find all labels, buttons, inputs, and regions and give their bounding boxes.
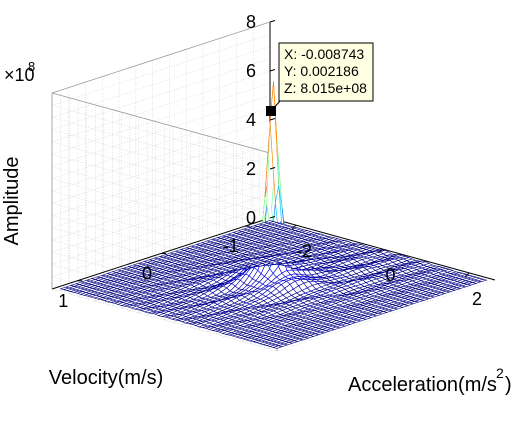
z-tick-mark <box>269 69 276 72</box>
z-tick-label: 8 <box>246 12 256 32</box>
left-wall-grid-line-z <box>51 70 271 143</box>
z-tick-label: 4 <box>246 110 256 130</box>
left-wall-grid-line-z <box>51 107 271 180</box>
x-axis-label-main: Acceleration(m/s <box>348 374 497 396</box>
left-wall-grid-line-z <box>51 132 271 204</box>
tick-labels: 0 2 4 6 8 -2 0 2 -1 0 1 <box>58 12 482 311</box>
left-wall-grid-line-z <box>51 95 271 167</box>
left-wall-grid-line-z <box>51 193 271 265</box>
z-tick-label: 0 <box>246 208 256 228</box>
data-tip-marker <box>266 106 276 116</box>
x-axis-label: Acceleration(m/s 2 ) <box>348 365 512 396</box>
z-axis-label: Amplitude <box>1 157 23 246</box>
data-tip-box <box>278 42 374 102</box>
x-tick-label: 2 <box>472 289 482 309</box>
z-tick-mark <box>269 118 276 121</box>
data-tip-y: Y: 0.002186 <box>284 63 359 79</box>
data-tip[interactable]: X: -0.008743 Y: 0.002186 Z: 8.015e+08 <box>266 42 374 116</box>
x-axis-label-close: ) <box>505 374 512 396</box>
top-edge-line <box>51 92 278 156</box>
left-wall-grid-line-z <box>51 58 271 131</box>
y-tick-label: 1 <box>58 291 68 311</box>
z-exponent: ×10 8 <box>4 59 35 85</box>
left-wall-grid-line-z <box>51 46 271 118</box>
x-tick-mark <box>464 272 470 278</box>
left-wall-grid-line-z <box>51 144 271 216</box>
surface-cell <box>476 278 488 283</box>
z-tick-mark <box>269 216 276 219</box>
x-tick-mark <box>378 248 383 254</box>
left-wall-grid-line-z <box>51 34 271 106</box>
z-exponent-power: 8 <box>28 59 35 74</box>
x-tick-label: -2 <box>296 241 312 261</box>
x-axis-label-superscript: 2 <box>496 365 504 381</box>
left-wall-grid-line-z <box>51 181 271 253</box>
surface-mesh <box>59 81 488 349</box>
left-wall-grid-line-z <box>51 168 271 241</box>
left-wall-grid-line-z <box>51 205 271 278</box>
y-axis-label: Velocity(m/s) <box>49 367 163 389</box>
data-tip-z: Z: 8.015e+08 <box>284 80 367 96</box>
z-tick-mark <box>269 20 276 23</box>
top-edge-line <box>51 21 271 94</box>
floor-grid-line-x <box>276 279 496 352</box>
data-tip-x: X: -0.008743 <box>284 46 364 62</box>
y-tick-label: 0 <box>142 264 152 284</box>
left-wall-grid-line-z <box>51 156 271 229</box>
left-wall-grid-line-z <box>51 83 271 155</box>
x-tick-label: 0 <box>385 265 395 285</box>
z-tick-mark <box>269 167 276 170</box>
z-tick-label: 6 <box>246 61 256 81</box>
left-wall-grid-line-z <box>51 119 271 192</box>
z-tick-label: 2 <box>246 159 256 179</box>
z-exponent-prefix: ×10 <box>4 65 35 85</box>
x-tick-mark <box>291 224 297 230</box>
y-tick-label: -1 <box>223 236 239 256</box>
